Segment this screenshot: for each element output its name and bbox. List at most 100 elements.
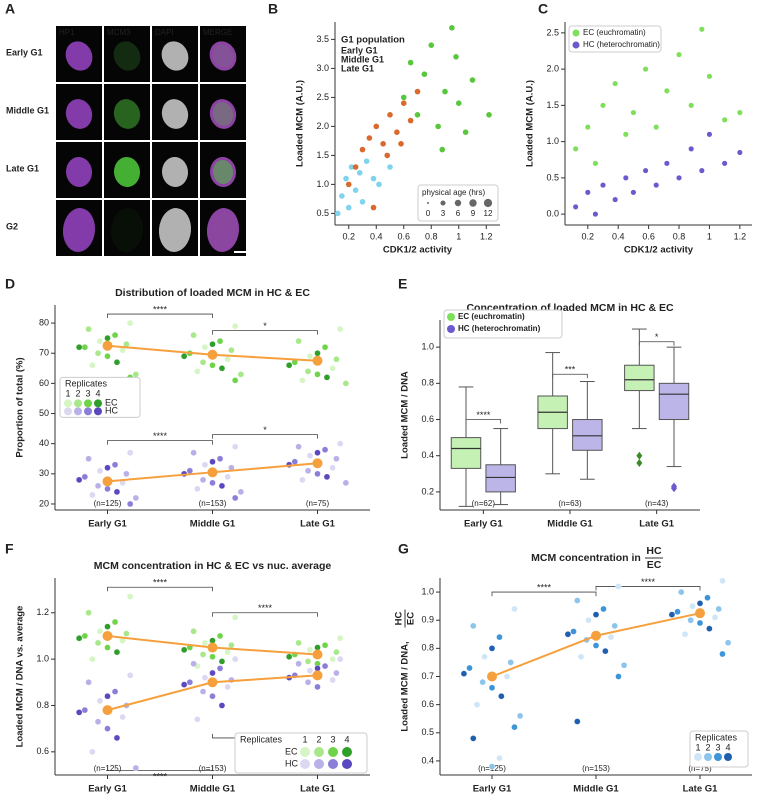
panel-label: E [398, 276, 407, 292]
point [81, 706, 88, 714]
significance-bracket [107, 440, 213, 445]
legend-box [443, 309, 563, 339]
point [688, 102, 695, 109]
nucleus [161, 99, 189, 129]
point [574, 718, 581, 725]
point [653, 124, 660, 131]
point [199, 651, 207, 658]
point [711, 614, 719, 621]
point [127, 593, 134, 600]
x-axis-label: CDK1/2 activity [624, 245, 694, 256]
point [706, 131, 713, 138]
point [585, 617, 592, 624]
point [209, 341, 216, 348]
point [698, 26, 705, 33]
y-tick-label: 70 [39, 348, 49, 358]
point [414, 88, 421, 95]
mean-point [102, 340, 113, 351]
point [209, 669, 216, 677]
significance-label: * [655, 332, 659, 342]
point [333, 455, 340, 462]
point [736, 109, 743, 116]
legend-marker [300, 747, 310, 757]
point [224, 473, 231, 480]
point [304, 467, 312, 474]
size-legend-label: 12 [484, 209, 493, 218]
point [104, 623, 111, 630]
point [321, 662, 329, 670]
point [94, 639, 102, 647]
y-tick-label: 2.0 [316, 121, 329, 131]
box [658, 382, 690, 421]
x-tick-label: Early G1 [464, 519, 503, 530]
point [488, 645, 496, 652]
point [232, 614, 239, 621]
y-tick-label: 1.5 [546, 100, 559, 110]
y-tick-label: 2.0 [546, 64, 559, 74]
point [380, 141, 386, 147]
point [85, 455, 92, 462]
y-axis-label: Loaded MCM / DNA, [400, 641, 411, 731]
point [186, 467, 193, 474]
point [516, 712, 524, 720]
point [209, 653, 216, 660]
nucleus [113, 157, 141, 187]
point [668, 611, 676, 618]
y-axis-label: Loaded MCM / DNA vs. average [15, 606, 26, 748]
column-header: HP1 [59, 28, 75, 37]
y-tick-label: 60 [39, 378, 49, 388]
y-tick-label: 0.8 [36, 700, 49, 710]
point [503, 673, 511, 680]
legend-title: Replicates [65, 379, 108, 389]
x-axis-label: CDK1/2 activity [383, 245, 453, 256]
point [592, 611, 600, 618]
point [314, 470, 321, 477]
point [602, 648, 609, 655]
point [190, 331, 197, 339]
point [314, 449, 321, 456]
size-legend-label: 3 [441, 209, 446, 218]
point [345, 204, 352, 211]
point [85, 609, 92, 616]
y-label-numerator: HC [394, 612, 405, 626]
point [630, 109, 637, 116]
point [479, 678, 486, 686]
point [201, 639, 209, 647]
point [123, 470, 130, 477]
y-tick-label: 1.2 [36, 607, 49, 617]
point [180, 681, 188, 688]
y-tick-label: 0.8 [421, 643, 434, 653]
point [111, 618, 119, 626]
x-tick-label: Late G1 [639, 519, 675, 530]
point [89, 748, 96, 755]
panel-label: A [5, 1, 15, 17]
point [180, 353, 188, 360]
point [96, 697, 104, 704]
point [104, 353, 111, 360]
y-tick-label: 0.2 [421, 486, 434, 496]
nucleus [158, 208, 192, 252]
x-tick-label: 0.2 [582, 231, 595, 241]
point [218, 365, 226, 372]
point [232, 377, 239, 384]
box [624, 364, 655, 392]
legend-level: 4 [95, 389, 100, 399]
point [85, 325, 92, 333]
row-label: Middle G1 [6, 105, 49, 115]
point [333, 356, 340, 363]
point [304, 368, 312, 375]
panel-label: G [398, 541, 409, 557]
point [323, 374, 331, 381]
point [228, 642, 235, 649]
legend-marker [94, 399, 102, 408]
significance-label: **** [641, 577, 656, 587]
point [696, 600, 704, 607]
point [719, 650, 726, 658]
legend-label: Early G1 [341, 45, 378, 55]
x-tick-label: 1.2 [734, 231, 747, 241]
y-tick-label: 20 [39, 498, 49, 508]
point [81, 632, 88, 640]
legend-level: 4 [725, 742, 730, 752]
legend-box [568, 25, 662, 53]
point [104, 464, 111, 471]
